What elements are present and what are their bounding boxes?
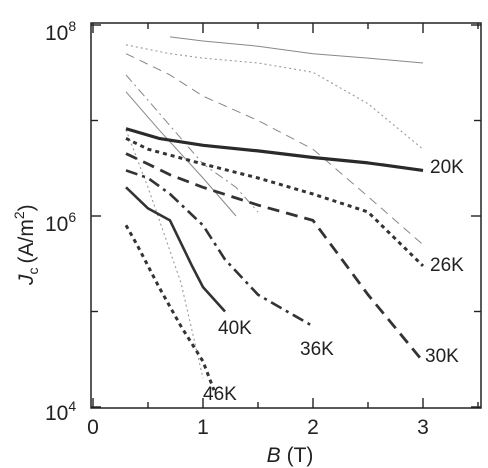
x-axis-title: B (T) [267,444,314,467]
x-tick-label: 1 [197,416,209,439]
y-tick-label: 108 [45,18,76,45]
plot-frame [90,22,482,409]
background-curve [125,91,237,217]
y-axis-title: Jc(A/m2) [11,204,41,286]
y-tick-label: 104 [45,398,76,425]
series-line-46k [124,224,216,391]
series-label-30k: 30K [425,346,459,367]
series-label-46k: 46K [203,384,237,405]
series-label-40k: 40K [218,318,252,339]
series-label-36k: 36K [300,339,334,360]
background-curve [125,129,204,379]
background-curve [169,36,424,64]
background-curve [125,53,424,246]
axis-ticks [91,23,481,408]
series-line-36k [125,169,314,328]
background-curve [125,44,424,150]
series-line-30k [125,152,425,363]
background-curves [125,36,424,379]
series-line-20k [125,127,424,172]
series-label-20k: 20K [430,157,464,178]
x-tick-label: 3 [417,416,429,439]
series-line-26k [125,137,425,267]
series-label-26k: 26K [430,255,464,276]
x-tick-label: 2 [307,416,319,439]
main-series [124,127,425,391]
y-tick-label: 106 [45,209,76,236]
x-tick-label: 0 [87,416,99,439]
series-line-40k [125,186,226,313]
